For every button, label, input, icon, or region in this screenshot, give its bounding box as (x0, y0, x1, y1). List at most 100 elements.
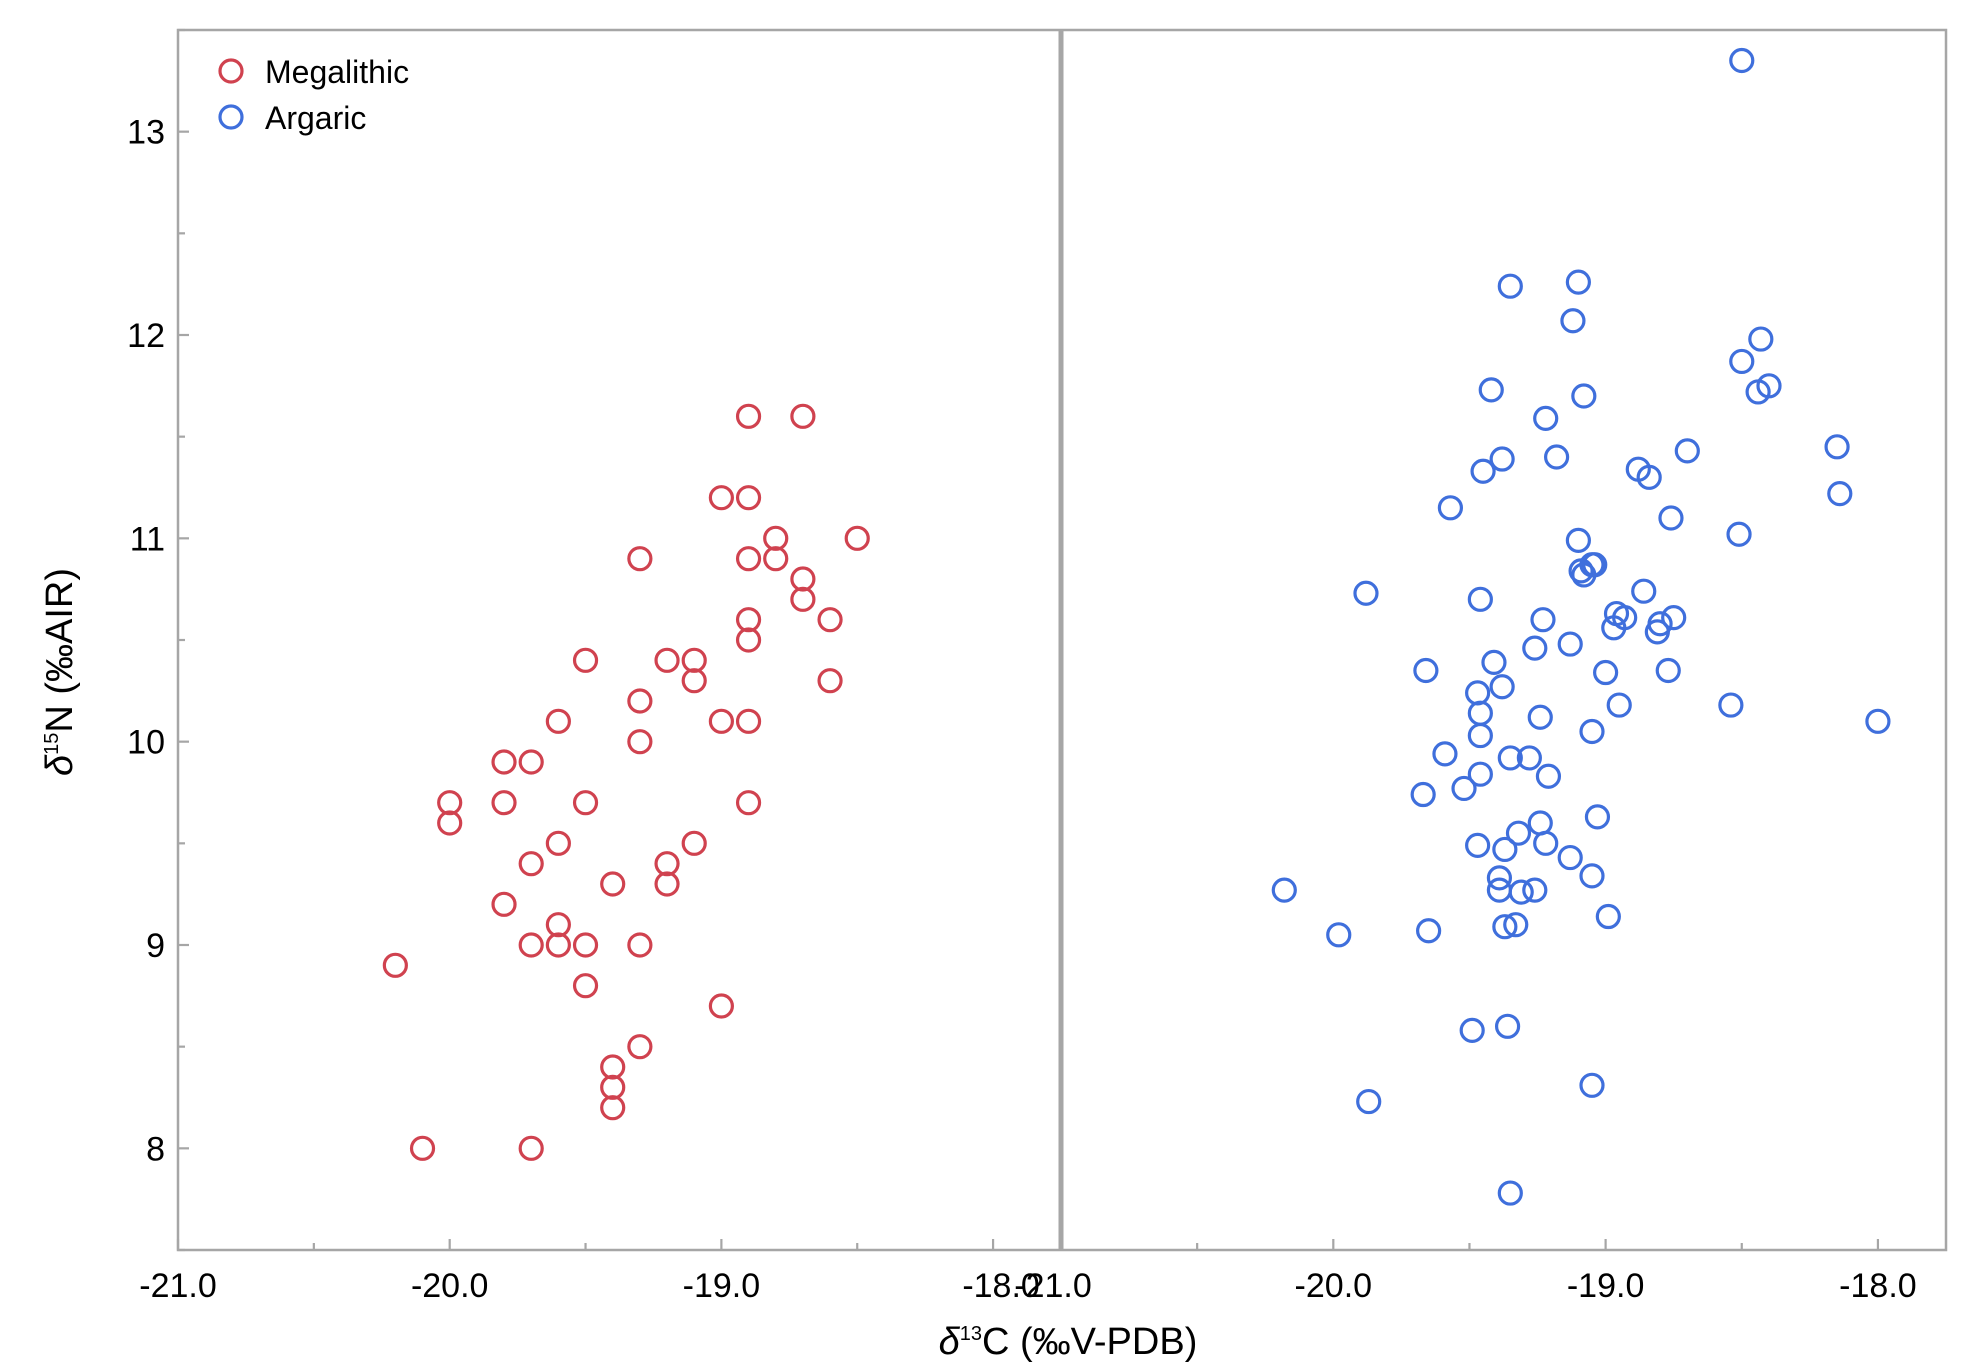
data-point-megalithic (654, 647, 680, 673)
data-point-megalithic (817, 607, 843, 633)
data-point-argaric (1543, 444, 1570, 470)
data-point-argaric (1527, 704, 1553, 730)
data-point-argaric (1584, 804, 1611, 830)
data-point-megalithic (844, 525, 870, 551)
data-point-argaric (1410, 781, 1436, 808)
data-point-megalithic (735, 627, 762, 653)
data-point-megalithic (735, 485, 762, 511)
data-point-megalithic (681, 830, 707, 856)
data-point-argaric (1326, 922, 1352, 948)
data-point-megalithic (708, 485, 734, 511)
data-point-argaric (1478, 377, 1504, 403)
data-point-megalithic (735, 708, 762, 734)
legend-marker-megalithic (218, 58, 244, 84)
x-axis-title-symbol: δ (939, 1321, 961, 1363)
data-point-argaric (1748, 326, 1774, 352)
data-point-megalithic (491, 749, 517, 775)
data-point-argaric (1827, 481, 1853, 507)
data-point-megalithic (491, 790, 517, 816)
data-point-megalithic (437, 810, 463, 836)
x-axis-title-text: C (‰V-PDB) (982, 1321, 1197, 1363)
legend: Megalithic Argaric (218, 54, 409, 136)
data-point-argaric (1718, 692, 1744, 718)
data-point-argaric (1486, 865, 1513, 891)
data-point-megalithic (409, 1135, 436, 1161)
data-point-megalithic (572, 790, 599, 816)
x-tick-label: -21.0 (139, 1267, 217, 1305)
data-point-megalithic (735, 546, 762, 572)
data-point-megalithic (654, 851, 680, 877)
data-point-argaric (1467, 761, 1493, 787)
y-tick-label: 10 (127, 724, 165, 762)
data-point-argaric (1353, 580, 1379, 606)
data-point-argaric (1636, 464, 1662, 490)
data-point-megalithic (382, 952, 408, 978)
x-tick-label: -18.0 (962, 1267, 1040, 1305)
data-point-argaric (1356, 1088, 1382, 1115)
data-point-megalithic (735, 790, 762, 816)
data-point-argaric (1582, 552, 1608, 578)
data-point-megalithic (600, 1074, 626, 1100)
x-axis: -21.0 -20.0 -19.0 -18.0-21.0 -20.0 -19.0 -18.0 (139, 1239, 1917, 1305)
data-point-argaric (1505, 820, 1532, 846)
data-point-argaric (1503, 912, 1529, 938)
data-point-megalithic (627, 932, 653, 958)
data-point-argaric (1606, 692, 1632, 718)
data-point-argaric (1601, 615, 1627, 641)
data-point-argaric (1516, 745, 1542, 771)
x-tick-label: -19.0 (1567, 1267, 1645, 1305)
y-tick-label: 13 (127, 114, 165, 152)
data-point-argaric (1631, 578, 1657, 604)
plot-frame (176, 28, 1948, 1252)
data-point-megalithic (627, 546, 653, 572)
data-point-argaric (1726, 521, 1752, 547)
y-axis-title: δ15N (‰AIR) (39, 568, 81, 776)
data-point-megalithic (790, 403, 816, 429)
data-point-argaric (1579, 863, 1605, 889)
data-point-megalithic (572, 932, 599, 958)
legend-label-megalithic: Megalithic (265, 54, 409, 90)
data-point-argaric (1658, 505, 1684, 531)
data-point-argaric (1824, 434, 1850, 460)
data-point-argaric (1437, 495, 1464, 521)
data-point-argaric (1416, 918, 1442, 944)
data-point-megalithic (790, 586, 816, 612)
data-point-argaric (1467, 722, 1493, 749)
data-point-argaric (1497, 273, 1523, 299)
legend-label-argaric: Argaric (265, 100, 366, 136)
data-point-argaric (1271, 877, 1297, 903)
data-point-megalithic (708, 993, 734, 1019)
data-point-megalithic (735, 403, 762, 429)
data-point-argaric (1465, 680, 1491, 706)
y-tick-label: 12 (127, 317, 165, 355)
data-point-argaric (1756, 373, 1782, 399)
data-point-argaric (1467, 586, 1493, 612)
data-point-argaric (1560, 308, 1586, 334)
data-point-argaric (1557, 844, 1583, 871)
x-tick-label: -20.0 (1295, 1267, 1373, 1305)
data-point-argaric (1467, 700, 1493, 726)
data-point-megalithic (654, 871, 680, 897)
data-point-argaric (1527, 810, 1553, 836)
data-point-argaric (1595, 903, 1621, 930)
data-point-argaric (1647, 611, 1673, 637)
data-point-argaric (1489, 446, 1515, 472)
y-axis-title-superscript: 15 (41, 733, 63, 755)
data-point-argaric (1459, 1017, 1485, 1044)
data-point-megalithic (627, 688, 653, 714)
data-point-argaric (1497, 745, 1523, 771)
data-point-megalithic (600, 1054, 626, 1080)
data-point-argaric (1674, 438, 1700, 464)
data-point-argaric (1522, 635, 1548, 661)
data-point-megalithic (545, 932, 571, 958)
data-point-megalithic (681, 668, 707, 694)
data-point-megalithic (708, 708, 734, 734)
data-point-megalithic (763, 525, 789, 551)
data-point-argaric (1565, 527, 1591, 553)
y-axis-title-text: N (‰AIR) (39, 568, 81, 733)
data-point-megalithic (518, 932, 544, 958)
data-point-argaric (1494, 1013, 1521, 1039)
data-point-argaric (1522, 877, 1548, 903)
data-point-argaric (1432, 741, 1458, 767)
